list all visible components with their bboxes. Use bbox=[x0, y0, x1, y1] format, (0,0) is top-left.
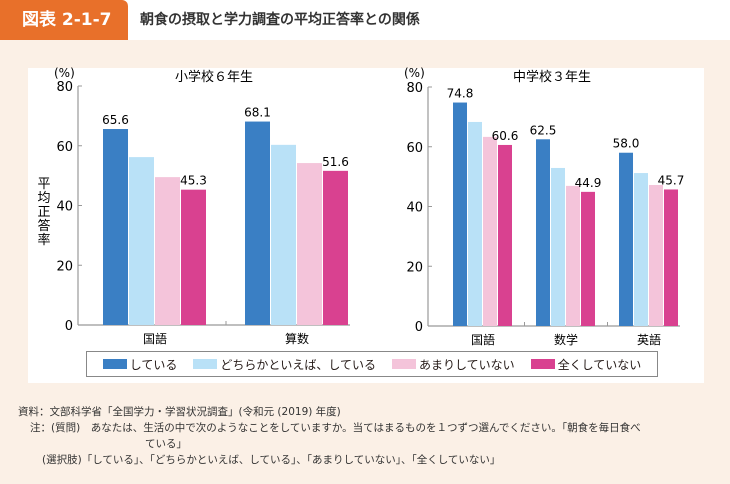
y-tick-label: 0 bbox=[65, 319, 73, 334]
footnotes: 資料：文部科学省「全国学力・学習状況調査」(令和元 (2019) 年度) 注：(… bbox=[18, 404, 641, 468]
chart-title: 中学校３年生 bbox=[513, 69, 591, 85]
data-label: 65.6 bbox=[102, 113, 129, 127]
figure-number: 図表 2-1-7 bbox=[0, 0, 128, 40]
y-tick-label: 0 bbox=[415, 320, 423, 335]
bar-3 bbox=[498, 144, 512, 326]
question-note: 注：(質問) あなたは、生活の中で次のようなことをしていますか。当てはまるものを… bbox=[30, 422, 641, 434]
y-unit-label: (%) bbox=[404, 66, 425, 80]
legend-label: している bbox=[129, 357, 178, 372]
bar-2 bbox=[155, 177, 180, 325]
bar-0 bbox=[453, 102, 467, 326]
y-tick-label: 40 bbox=[56, 200, 73, 215]
legend-item: あまりしていない bbox=[391, 356, 515, 373]
header: 図表 2-1-7 朝食の摂取と学力調査の平均正答率との関係 bbox=[0, 0, 730, 40]
legend-item: 全くしていない bbox=[530, 356, 642, 373]
bar-1 bbox=[468, 121, 482, 326]
y-tick-label: 80 bbox=[56, 80, 73, 95]
y-tick-label: 20 bbox=[56, 259, 73, 274]
bar-1 bbox=[634, 173, 648, 326]
bar-1 bbox=[271, 144, 296, 325]
legend-swatch bbox=[530, 359, 555, 369]
y-axis-label-char: 答 bbox=[37, 218, 50, 234]
question-note-cont: ている」 bbox=[145, 438, 187, 450]
data-label: 58.0 bbox=[613, 137, 640, 151]
legend-item: している bbox=[102, 356, 178, 373]
bar-3 bbox=[181, 189, 206, 325]
y-axis-label-char: 均 bbox=[37, 191, 50, 206]
data-label: 62.5 bbox=[530, 123, 557, 137]
figure-title: 朝食の摂取と学力調査の平均正答率との関係 bbox=[140, 12, 420, 28]
data-label: 51.6 bbox=[322, 155, 349, 169]
legend-label: どちらかといえば、している bbox=[220, 357, 376, 372]
y-unit-label: (%) bbox=[54, 66, 75, 80]
chart-title: 小学校６年生 bbox=[175, 69, 253, 85]
y-tick-label: 40 bbox=[406, 201, 423, 216]
y-axis-label-char: 平 bbox=[37, 177, 50, 192]
x-category-label: 算数 bbox=[285, 331, 309, 346]
data-label: 44.9 bbox=[575, 176, 602, 190]
source-note: 資料：文部科学省「全国学力・学習状況調査」(令和元 (2019) 年度) bbox=[18, 406, 341, 418]
x-category-label: 国語 bbox=[143, 331, 167, 346]
bar-2 bbox=[649, 184, 663, 326]
data-label: 45.3 bbox=[180, 174, 207, 188]
bar-0 bbox=[245, 121, 270, 326]
data-label: 45.7 bbox=[658, 173, 685, 187]
y-axis-label-char: 率 bbox=[37, 232, 50, 248]
legend-swatch bbox=[391, 359, 416, 369]
bar-3 bbox=[323, 170, 348, 325]
bar-1 bbox=[551, 167, 565, 326]
bar-2 bbox=[566, 185, 580, 326]
legend: している どちらかといえば、している あまりしていない 全くしていない bbox=[86, 351, 658, 377]
legend-swatch bbox=[102, 359, 127, 369]
legend-item: どちらかといえば、している bbox=[193, 356, 376, 373]
y-tick-label: 80 bbox=[406, 81, 423, 96]
legend-label: 全くしていない bbox=[557, 357, 642, 372]
y-axis-label-char: 正 bbox=[37, 205, 50, 220]
y-tick-label: 60 bbox=[56, 140, 73, 155]
bar-0 bbox=[536, 139, 550, 326]
y-tick-label: 20 bbox=[406, 260, 423, 275]
y-tick-label: 60 bbox=[406, 141, 423, 156]
data-label: 60.6 bbox=[492, 129, 519, 143]
data-label: 68.1 bbox=[244, 106, 271, 120]
x-category-label: 数学 bbox=[554, 332, 578, 347]
data-label: 74.8 bbox=[447, 87, 474, 101]
x-category-label: 英語 bbox=[637, 332, 661, 347]
legend-swatch bbox=[193, 359, 218, 369]
bar-2 bbox=[297, 163, 322, 325]
bar-2 bbox=[483, 136, 497, 326]
bar-3 bbox=[664, 189, 678, 326]
bar-0 bbox=[103, 129, 128, 325]
bar-0 bbox=[619, 152, 633, 326]
bar-1 bbox=[129, 157, 154, 325]
choices-note: (選択肢)「している」、「どちらかといえば、している」、「あまりしていない」、「… bbox=[42, 454, 501, 466]
x-category-label: 国語 bbox=[471, 332, 495, 347]
bar-3 bbox=[581, 191, 595, 326]
legend-label: あまりしていない bbox=[418, 357, 515, 372]
